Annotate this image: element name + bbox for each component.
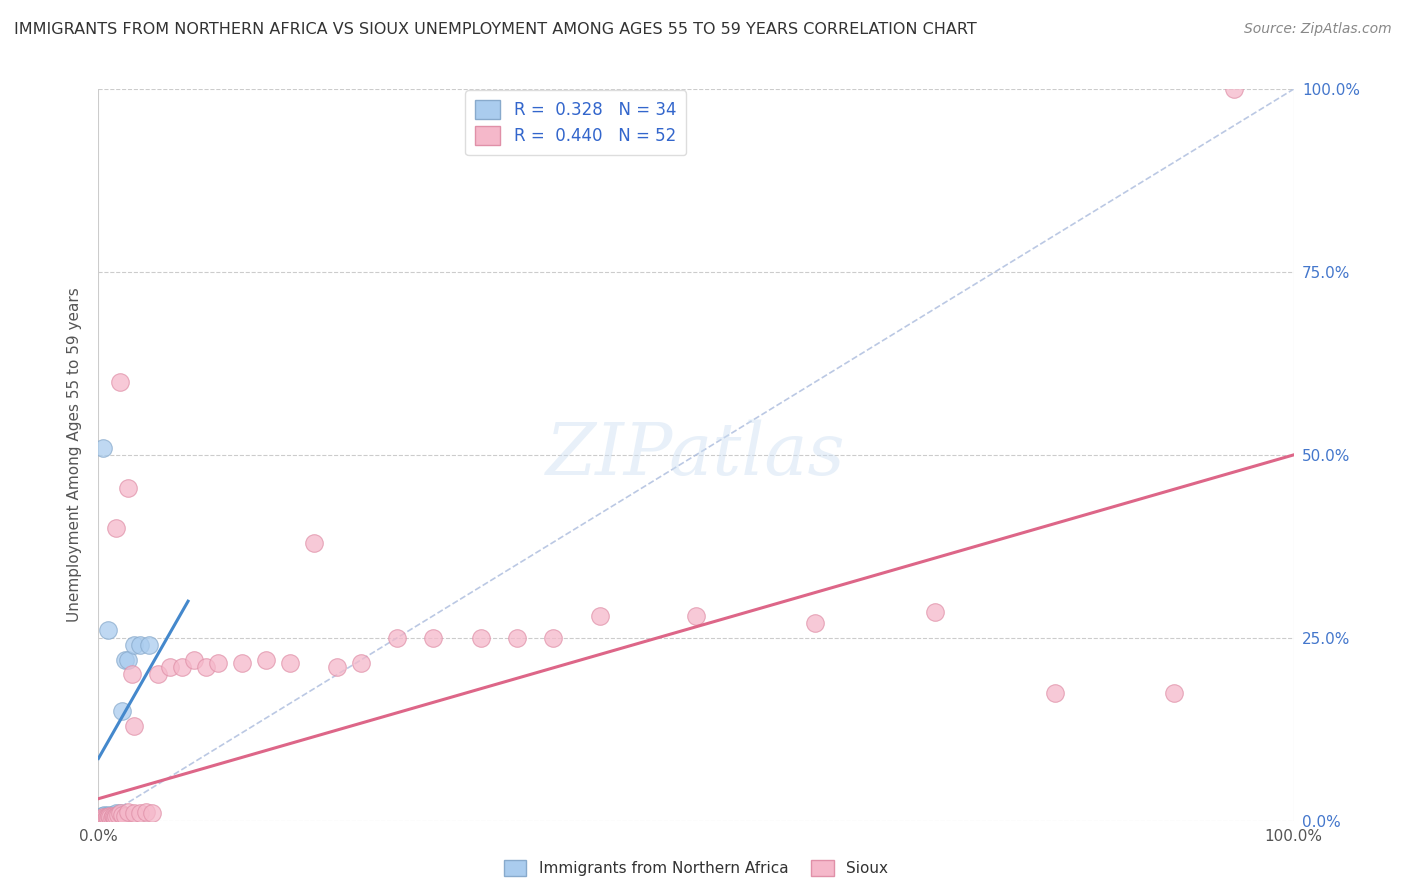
Point: [589, 608, 612, 623]
Point: [103, 809, 125, 823]
Point: [121, 667, 143, 681]
Point: [100, 807, 122, 822]
Point: [107, 807, 129, 822]
Point: [541, 631, 564, 645]
Point: [159, 660, 181, 674]
Point: [91, 810, 114, 824]
Point: [93, 809, 115, 823]
Point: [385, 631, 409, 645]
Point: [90, 811, 112, 825]
Point: [100, 810, 122, 824]
Point: [207, 657, 229, 671]
Point: [108, 806, 131, 821]
Point: [1043, 686, 1066, 700]
Point: [91, 812, 114, 826]
Point: [470, 631, 492, 645]
Point: [93, 811, 115, 825]
Point: [302, 535, 325, 549]
Point: [129, 806, 152, 821]
Point: [326, 660, 349, 674]
Point: [96, 809, 118, 823]
Point: [108, 806, 131, 821]
Legend: Immigrants from Northern Africa, Sioux: Immigrants from Northern Africa, Sioux: [498, 855, 894, 882]
Point: [172, 660, 194, 674]
Point: [107, 807, 129, 822]
Point: [194, 660, 218, 674]
Point: [91, 809, 114, 823]
Text: ZIPatlas: ZIPatlas: [546, 419, 846, 491]
Point: [97, 811, 120, 825]
Point: [105, 806, 128, 821]
Text: IMMIGRANTS FROM NORTHERN AFRICA VS SIOUX UNEMPLOYMENT AMONG AGES 55 TO 59 YEARS : IMMIGRANTS FROM NORTHERN AFRICA VS SIOUX…: [14, 22, 977, 37]
Point: [105, 521, 128, 535]
Point: [111, 807, 134, 822]
Point: [103, 810, 125, 824]
Point: [114, 809, 136, 823]
Point: [98, 812, 121, 826]
Text: Source: ZipAtlas.com: Source: ZipAtlas.com: [1244, 22, 1392, 37]
Point: [129, 638, 152, 652]
Point: [101, 810, 124, 824]
Point: [138, 638, 160, 652]
Point: [98, 809, 121, 823]
Point: [91, 812, 114, 826]
Point: [97, 624, 120, 638]
Point: [1163, 686, 1185, 700]
Point: [117, 481, 139, 495]
Point: [104, 811, 127, 825]
Point: [124, 806, 146, 821]
Y-axis label: Unemployment Among Ages 55 to 59 years: Unemployment Among Ages 55 to 59 years: [67, 287, 83, 623]
Point: [98, 808, 122, 822]
Point: [98, 810, 122, 824]
Point: [506, 631, 529, 645]
Point: [97, 807, 120, 822]
Point: [231, 657, 253, 671]
Point: [90, 811, 112, 825]
Point: [91, 812, 114, 826]
Point: [94, 812, 117, 826]
Point: [100, 811, 122, 825]
Point: [350, 657, 373, 671]
Point: [117, 805, 139, 819]
Point: [148, 667, 170, 681]
Point: [111, 704, 134, 718]
Point: [98, 809, 121, 823]
Point: [804, 616, 827, 631]
Point: [105, 809, 128, 823]
Point: [94, 812, 117, 826]
Point: [94, 810, 117, 824]
Point: [422, 631, 444, 645]
Point: [924, 605, 946, 619]
Point: [96, 810, 118, 824]
Point: [93, 811, 115, 825]
Point: [141, 806, 163, 821]
Point: [93, 807, 115, 822]
Point: [108, 375, 131, 389]
Point: [101, 809, 124, 823]
Point: [278, 657, 301, 671]
Point: [124, 718, 146, 732]
Point: [1222, 82, 1246, 96]
Point: [183, 653, 205, 667]
Point: [91, 810, 114, 824]
Point: [97, 810, 120, 824]
Point: [98, 811, 122, 825]
Point: [104, 807, 127, 822]
Point: [254, 653, 277, 667]
Point: [124, 638, 146, 652]
Point: [117, 653, 139, 667]
Point: [96, 811, 118, 825]
Point: [114, 653, 136, 667]
Point: [135, 805, 157, 819]
Point: [91, 441, 114, 455]
Point: [685, 608, 707, 623]
